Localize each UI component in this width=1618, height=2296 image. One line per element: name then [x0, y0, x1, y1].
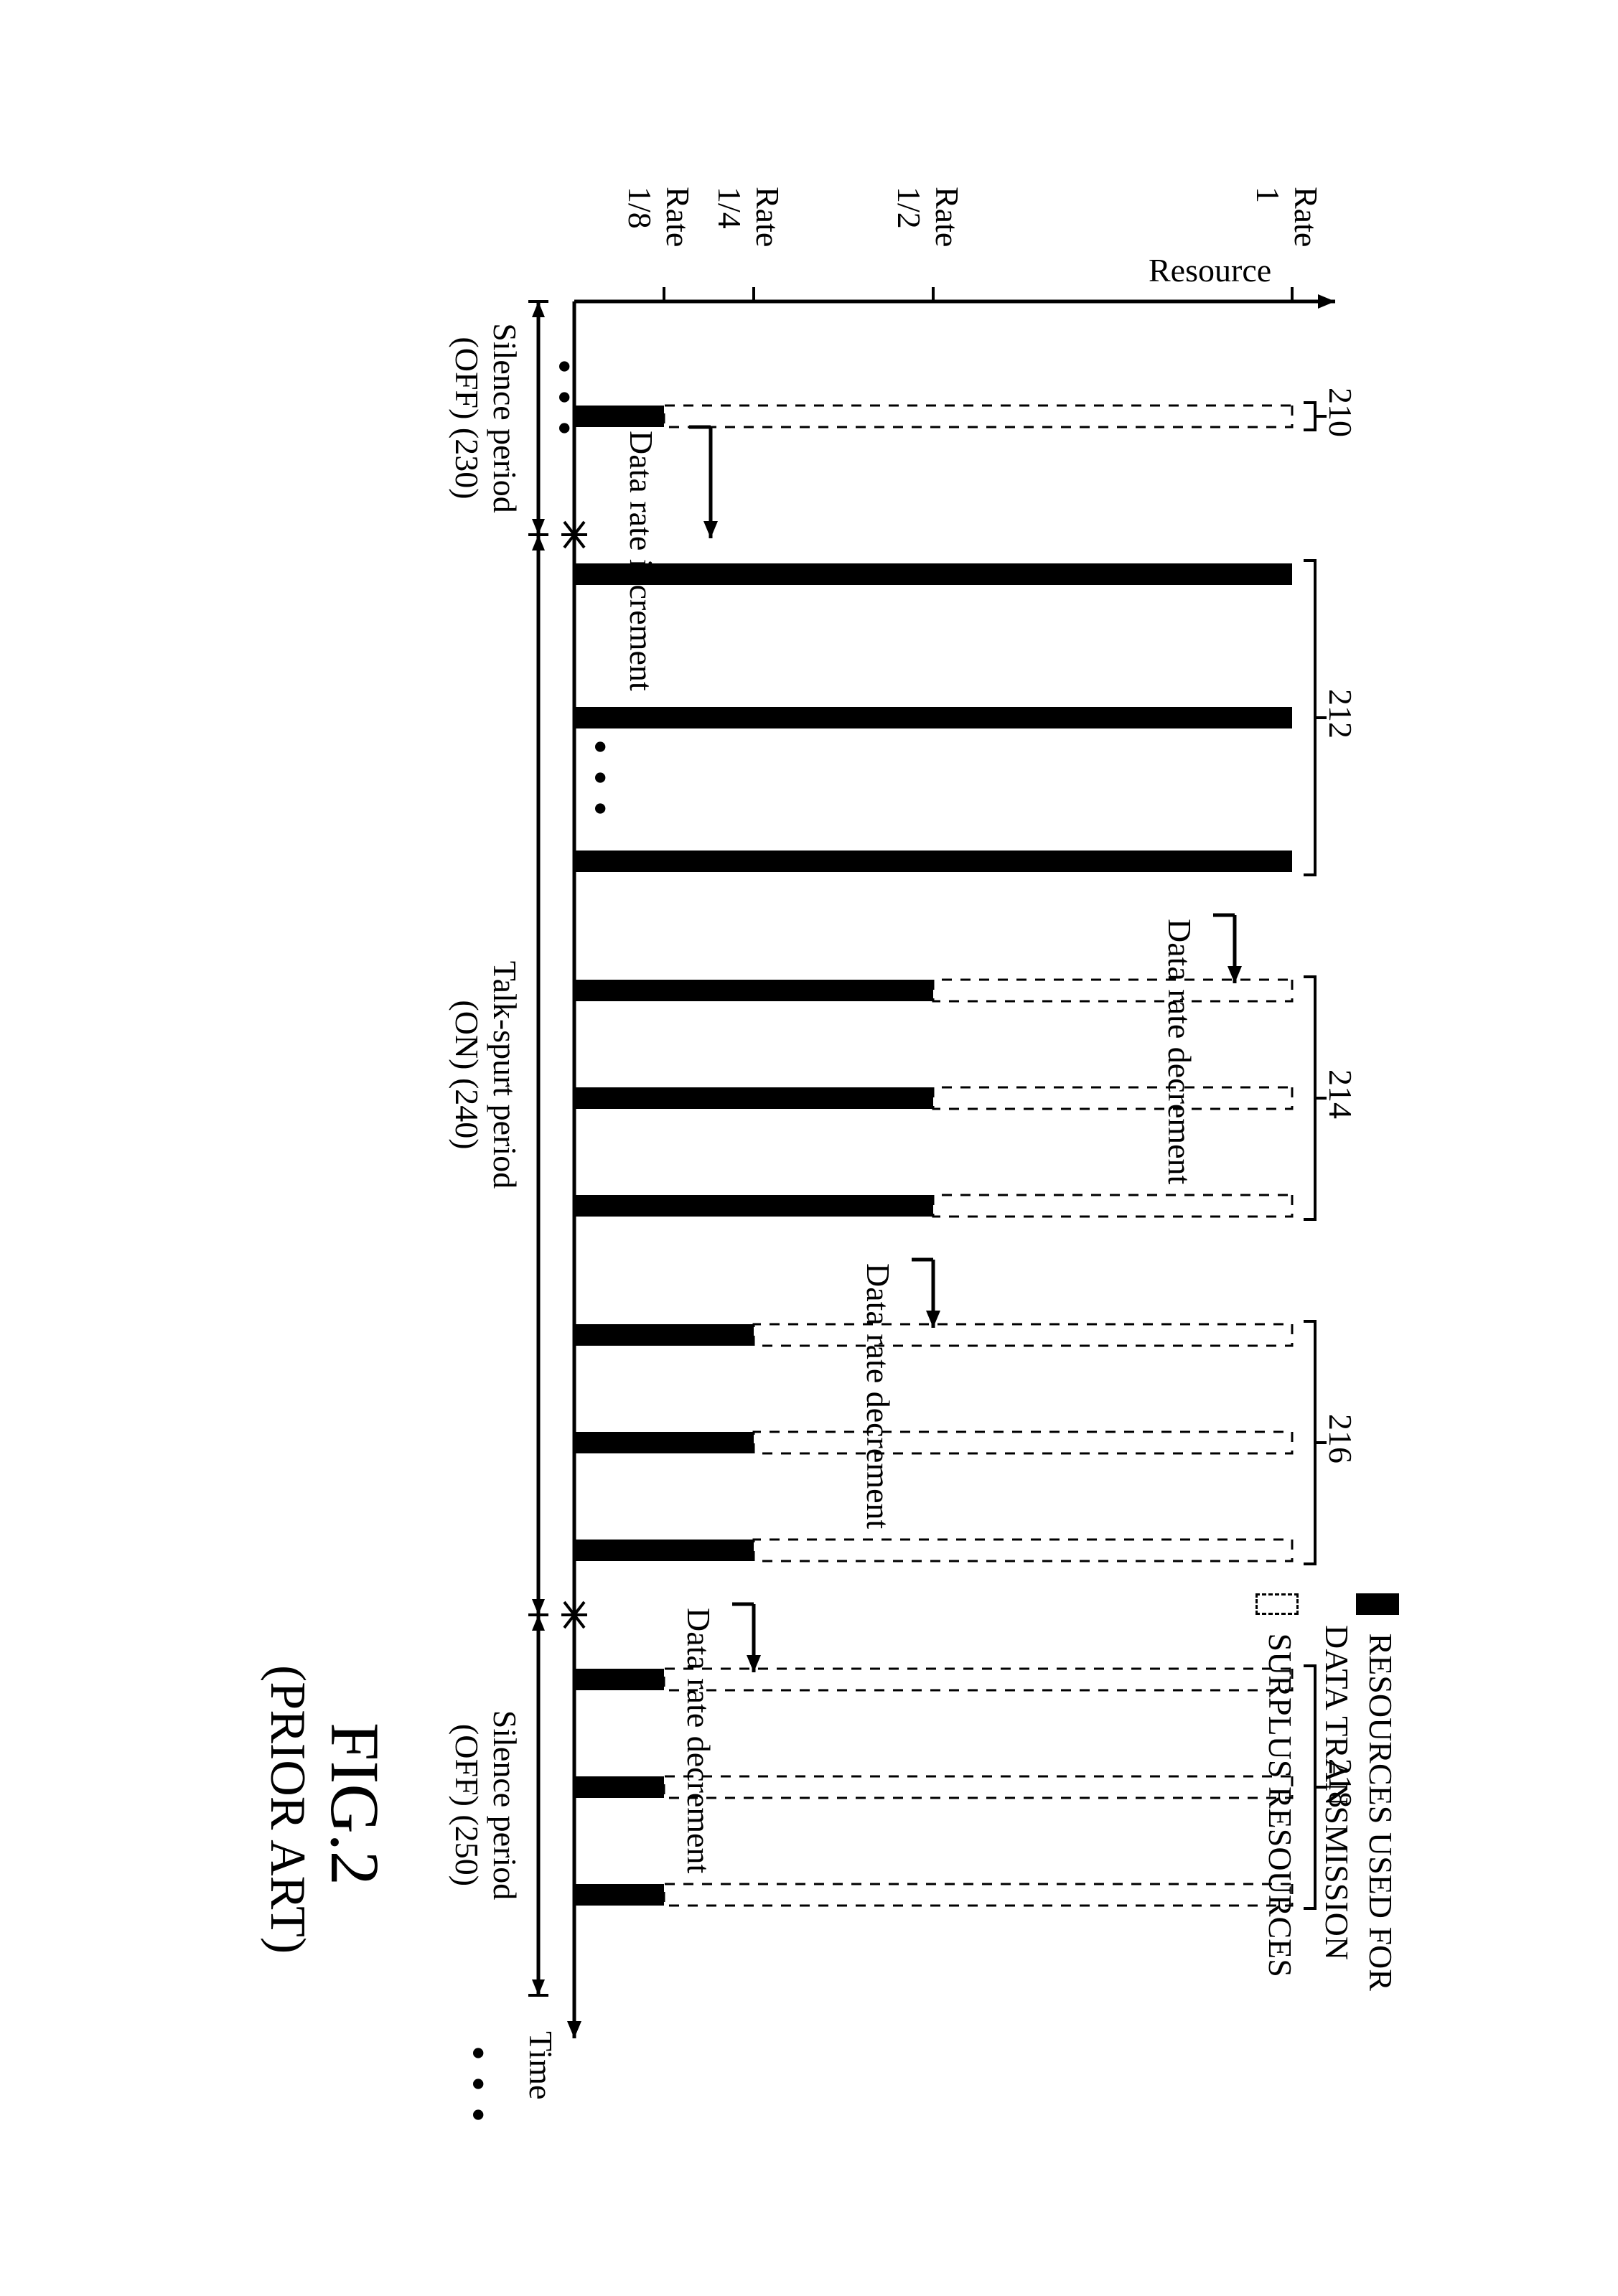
annotation-increment: Data rate increment [622, 431, 660, 691]
page: RESOURCES USED FOR DATA TRANSMISSION SUR… [0, 0, 1618, 2296]
ellipsis-dots: ••• [575, 739, 625, 832]
group-brace [1314, 1664, 1317, 1910]
legend-dashed: SURPLUS RESOURCES [1255, 1593, 1299, 1977]
chart-container: RESOURCES USED FOR DATA TRANSMISSION SUR… [179, 144, 1400, 2153]
annotation-decrement3: Data rate decrement [680, 1608, 718, 1873]
annotation-decrement1: Data rate decrement [1161, 919, 1199, 1184]
group-id-label: 216 [1322, 1414, 1360, 1463]
group-brace [1314, 1320, 1317, 1565]
legend-dashed-text: SURPLUS RESOURCES [1262, 1634, 1299, 1977]
group-id-label: 212 [1322, 689, 1360, 739]
y-axis-label: Resource [1149, 251, 1271, 289]
group-brace [1314, 975, 1317, 1221]
annotation-decrement2: Data rate decrement [859, 1263, 897, 1529]
group-id-label: 214 [1322, 1069, 1360, 1119]
y-tick-label: Rate1/4 [711, 187, 787, 247]
group-brace [1314, 401, 1317, 431]
y-tick-label: Rate1/2 [890, 187, 966, 247]
y-tick-label: Rate1/8 [621, 187, 697, 247]
figure-title: FIG.2 [315, 1723, 395, 1885]
period-label: Silence period(OFF) (230) [448, 296, 524, 540]
legend-solid-line1: RESOURCES USED FOR [1362, 1634, 1399, 1991]
group-id-label: 218 [1322, 1758, 1360, 1808]
period-label: Silence period(OFF) (250) [448, 1683, 524, 1927]
group-brace [1314, 559, 1317, 876]
legend-swatch-solid [1356, 1593, 1399, 1615]
figure-subtitle: (PRIOR ART) [258, 1665, 316, 1954]
ellipsis-dots: ••• [539, 359, 589, 451]
ellipsis-dots: ••• [453, 2046, 502, 2138]
legend-swatch-dashed [1255, 1593, 1299, 1615]
group-id-label: 210 [1322, 388, 1360, 437]
period-label: Talk-spurt period(ON) (240) [448, 953, 524, 1197]
y-tick-label: Rate1 [1249, 187, 1325, 247]
rotated-canvas: RESOURCES USED FOR DATA TRANSMISSION SUR… [179, 144, 1400, 2153]
x-axis-label: Time [522, 2031, 560, 2099]
